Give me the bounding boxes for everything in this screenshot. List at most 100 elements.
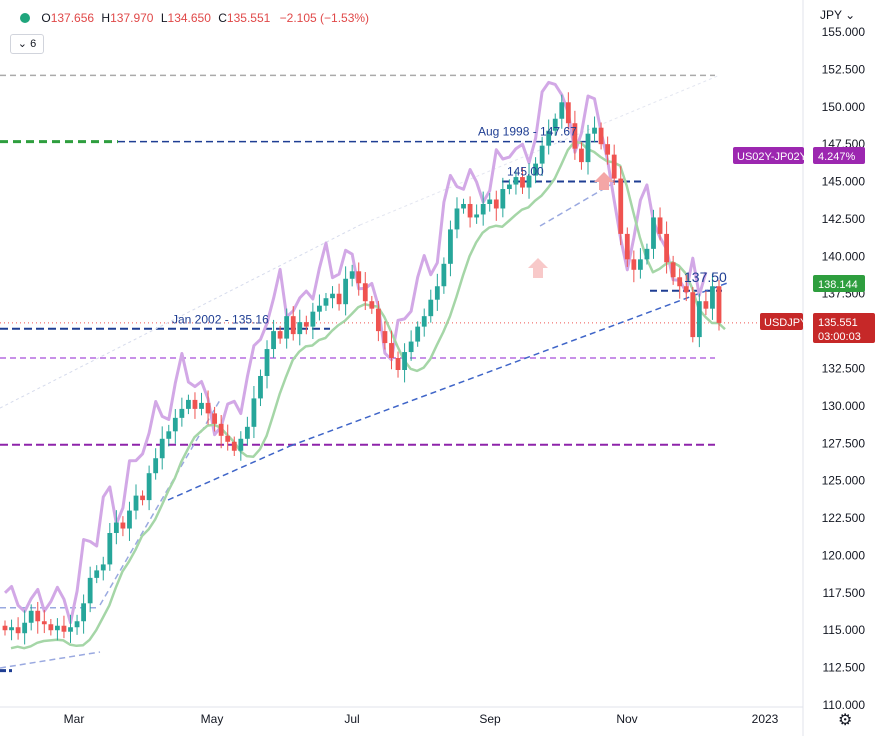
candle-body [428,299,434,317]
candle-body [474,214,480,218]
y-tick-label: 110.000 [823,698,866,712]
indicators-toggle-button[interactable]: ⌄ 6 [10,34,44,54]
candle-body [644,248,650,260]
currency-selector[interactable]: JPY ⌄ [820,8,855,22]
candle-body [546,130,552,146]
x-tick-label: Mar [64,712,85,726]
candle-body [441,263,447,287]
candle-body [251,398,257,427]
candle-body [74,621,80,628]
annotation-label: 145.00 [507,165,544,179]
price-tag [813,275,865,292]
candle-body [434,286,440,300]
candle-body [258,375,263,399]
candle-body [113,522,119,534]
candle-body [487,199,493,204]
candle-body [264,349,270,376]
candle-body [703,301,709,309]
candle-body [520,177,525,188]
candle-body [120,522,126,529]
candle-body [716,286,722,323]
high-value: 137.970 [110,11,154,25]
candle-body [690,292,696,338]
candle-body [231,441,237,451]
up-arrow-icon [594,172,614,190]
candle-body [637,259,643,270]
candle-body [199,402,204,409]
candle-body [618,178,624,234]
candle-body [94,570,100,578]
candle-body [284,316,290,339]
candle-body [579,148,584,163]
x-tick-label: May [201,712,224,726]
candle-body [271,331,276,350]
annotations: Aug 1998 - 147.67 145.00 Jan 2002 - 135.16… [172,125,727,327]
price-tag [813,313,875,343]
candle-body [303,322,309,327]
candle-body [153,458,159,474]
candle-body [349,271,355,279]
candle-body [651,217,656,249]
candle-body [657,217,663,234]
countdown-label: 03:00:03 [818,331,861,343]
candle-body [186,399,191,409]
candle-body [317,305,322,312]
candle-body [480,203,486,215]
y-tick-label: 140.000 [822,249,866,263]
candle-body [172,417,178,432]
open-value: 137.656 [50,11,95,25]
candle-body [552,118,558,131]
spread-line [3,80,708,625]
candle-body [225,435,231,442]
candlesticks [2,92,722,645]
candle-body [375,308,381,332]
candle-body [55,625,60,631]
candle-body [127,510,132,529]
candle-body [572,123,578,149]
candle-body [402,352,407,370]
candle-body [192,399,198,409]
gear-icon[interactable]: ⚙ [838,712,853,729]
arrows [528,172,614,278]
candle-body [166,431,172,439]
candle-body [330,293,335,299]
indicators-count: 6 [30,38,37,50]
y-tick-label: 125.000 [822,474,866,488]
high-key: H [101,11,111,25]
annotation-label: 137.50 [684,269,727,285]
candle-body [310,311,316,327]
candle-body [343,278,349,305]
x-tick-label: 2023 [752,712,779,726]
chevron-down-icon: ⌄ [845,8,856,22]
ohlc-readout: O137.656 H137.970 L134.650 C135.551 −2.1… [20,11,369,25]
candle-body [696,301,702,338]
series-name-label: US02Y-JP02Y [737,151,808,163]
candle-body [2,625,8,631]
y-axis-ticks: 110.000 112.500 115.000 117.500 120.000 122.5… [822,25,866,712]
candle-body [565,102,571,124]
candle-body [15,627,21,634]
y-tick-label: 120.000 [822,548,866,562]
trend-line [0,651,101,669]
candle-body [41,621,47,625]
low-value: 134.650 [167,11,211,25]
candle-body [205,402,211,414]
candle-body [710,286,715,309]
y-tick-label: 155.000 [822,25,866,39]
candle-body [369,301,375,309]
x-axis-ticks: Mar May Jul Sep Nov 2023 [64,712,779,726]
y-tick-label: 132.500 [822,362,866,376]
candle-body [500,189,506,209]
candle-body [179,408,185,418]
y-tick-label: 112.500 [823,661,866,675]
candle-body [533,163,538,176]
y-tick-label: 122.500 [822,511,866,525]
candle-body [448,229,453,264]
candle-body [48,624,54,631]
candle-body [277,331,283,339]
candle-body [389,343,394,359]
status-dot [20,13,30,23]
y-tick-label: 150.000 [822,100,866,114]
currency-label: JPY [820,8,842,22]
